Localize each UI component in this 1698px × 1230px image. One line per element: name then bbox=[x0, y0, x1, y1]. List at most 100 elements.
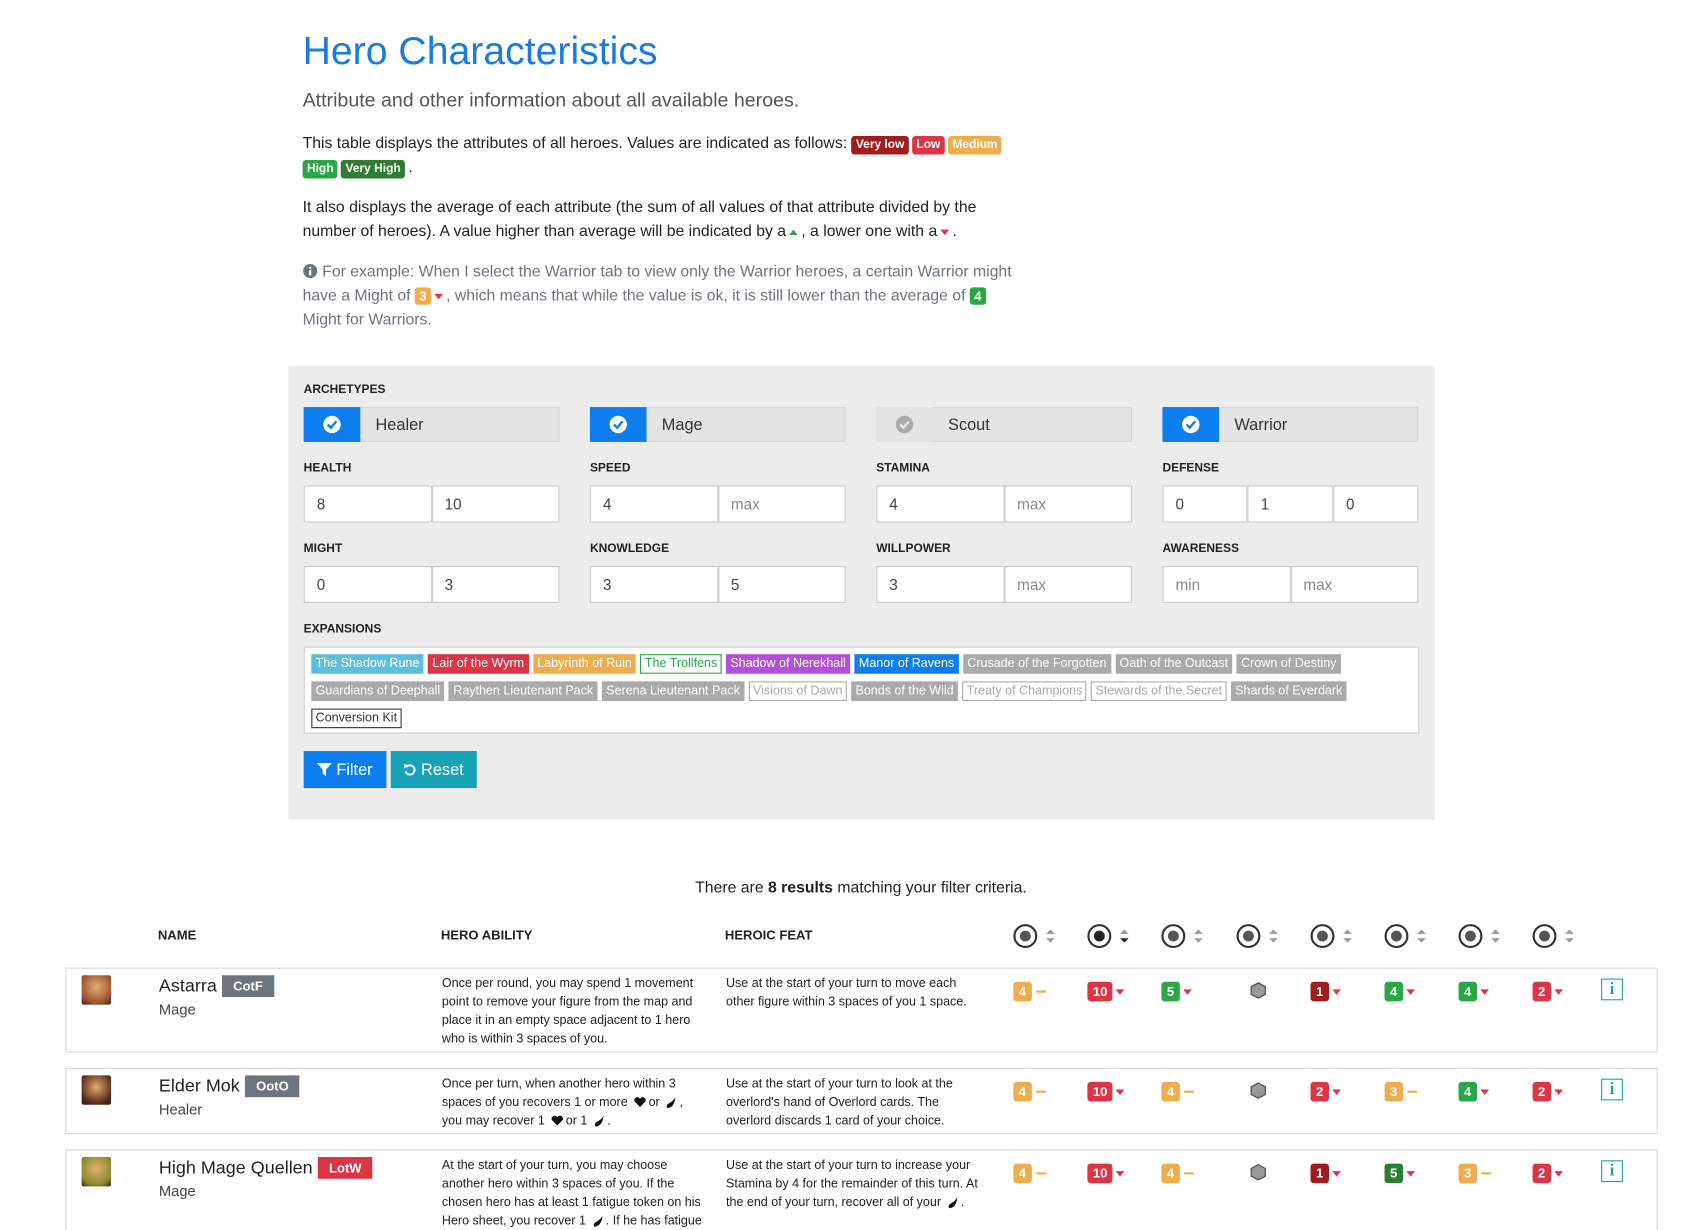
expansion-tag[interactable]: Raythen Lieutenant Pack bbox=[448, 681, 598, 701]
expansion-badge: LotW bbox=[318, 1157, 373, 1179]
filter-panel: ARCHETYPES Healer Mage Scout Warrior HEALTH 8 1… bbox=[288, 365, 1435, 820]
number-input[interactable]: 0 bbox=[1332, 485, 1419, 523]
ability-text: Once per turn, when another hero within … bbox=[441, 1077, 676, 1110]
column-header[interactable]: HEROIC FEAT bbox=[724, 927, 813, 943]
expansion-tag[interactable]: The Trollfens bbox=[640, 654, 722, 674]
number-input[interactable]: 8 bbox=[303, 485, 432, 523]
expansion-tag[interactable]: Labyrinth of Ruin bbox=[532, 654, 637, 674]
number-input[interactable]: 4 bbox=[876, 485, 1005, 523]
archetype-toggle[interactable]: Scout bbox=[876, 406, 1132, 442]
stat-value: 1 bbox=[1310, 981, 1329, 1002]
expansion-tag[interactable]: Bonds of the Wild bbox=[851, 681, 958, 701]
number-input[interactable]: 0 bbox=[303, 565, 432, 604]
reset-button[interactable]: Reset bbox=[390, 751, 477, 789]
info-button[interactable]: i bbox=[1601, 1160, 1623, 1183]
expansion-tag[interactable]: Manor of Ravens bbox=[854, 654, 959, 674]
expansion-tag[interactable]: Guardians of Deephall bbox=[311, 681, 445, 701]
arrow-down bbox=[1553, 989, 1563, 995]
stat-value: 2 bbox=[1532, 981, 1551, 1002]
stat-cell: 2 bbox=[1310, 1081, 1344, 1102]
filter-button[interactable]: Filter bbox=[303, 751, 387, 789]
expansion-tag[interactable]: Lair of the Wyrm bbox=[428, 654, 529, 674]
number-input[interactable]: min bbox=[1162, 565, 1291, 604]
hero-name[interactable]: Elder Mok OotO bbox=[158, 1075, 300, 1098]
number-input[interactable]: 10 bbox=[431, 485, 560, 523]
stat-header[interactable] bbox=[1457, 922, 1505, 950]
expansion-tag[interactable]: Crown of Destiny bbox=[1236, 654, 1341, 674]
trend-even bbox=[1481, 1172, 1491, 1175]
expansion-badge: CotF bbox=[222, 975, 274, 998]
stat-header[interactable] bbox=[1309, 922, 1357, 950]
stat-icon bbox=[1087, 924, 1129, 949]
arrow-down bbox=[940, 229, 950, 236]
number-input[interactable]: max bbox=[1290, 565, 1419, 604]
column-header[interactable]: HERO ABILITY bbox=[440, 927, 533, 943]
check-icon bbox=[895, 415, 914, 433]
check-box bbox=[1162, 406, 1220, 442]
number-input[interactable]: 3 bbox=[876, 565, 1005, 604]
stat-header[interactable] bbox=[1235, 922, 1283, 950]
stat-cell: 2 bbox=[1532, 1081, 1566, 1102]
hero-name[interactable]: High Mage Quellen LotW bbox=[159, 1157, 373, 1179]
stat-value: 4 bbox=[1013, 1163, 1032, 1184]
arrow-down bbox=[1116, 1171, 1125, 1177]
ability-text: . bbox=[607, 1114, 611, 1128]
expansion-tag[interactable]: Shadow of Nerekhall bbox=[725, 654, 851, 674]
trend-even bbox=[1035, 1172, 1046, 1175]
number-input[interactable]: 4 bbox=[589, 485, 718, 523]
archetype-toggle[interactable]: Mage bbox=[589, 406, 846, 442]
expansion-tag[interactable]: Conversion Kit bbox=[311, 708, 402, 729]
number-input[interactable]: 3 bbox=[589, 565, 718, 604]
archetype-toggle[interactable]: Warrior bbox=[1162, 406, 1419, 442]
arrow-down bbox=[1331, 1171, 1341, 1177]
stat-header[interactable] bbox=[1160, 922, 1208, 950]
stat-value: 10 bbox=[1087, 981, 1113, 1002]
info-icon bbox=[303, 263, 318, 279]
trend-even bbox=[1035, 990, 1046, 993]
number-input[interactable]: 3 bbox=[431, 565, 560, 604]
expansion-tag[interactable]: Stewards of the Secret bbox=[1091, 681, 1227, 701]
hero-name-text: Elder Mok bbox=[158, 1075, 240, 1096]
level-badge: Very High bbox=[341, 160, 406, 179]
number-input[interactable]: 5 bbox=[717, 565, 846, 604]
column-header[interactable]: NAME bbox=[157, 927, 197, 943]
archetype-name: Mage bbox=[661, 415, 703, 434]
stat-header[interactable] bbox=[1531, 922, 1579, 950]
stat-value: 2 bbox=[1532, 1163, 1551, 1184]
archetype-toggle[interactable]: Healer bbox=[303, 406, 560, 442]
stat-icon bbox=[1310, 924, 1352, 949]
expansion-tag[interactable]: The Shadow Rune bbox=[311, 654, 424, 674]
expansion-tag[interactable]: Oath of the Outcast bbox=[1115, 654, 1233, 674]
number-input[interactable]: max bbox=[1004, 485, 1132, 523]
stat-header[interactable] bbox=[1012, 922, 1060, 950]
number-input[interactable]: 1 bbox=[1247, 485, 1333, 523]
info-button[interactable]: i bbox=[1601, 978, 1623, 1001]
number-input[interactable]: max bbox=[1004, 565, 1132, 604]
paragraph-text: This table displays the attributes of al… bbox=[302, 134, 848, 153]
heart-icon bbox=[634, 1097, 646, 1108]
expansion-tag[interactable]: Visions of Dawn bbox=[748, 681, 847, 701]
trend-even bbox=[1035, 1090, 1046, 1093]
expansion-tag[interactable]: Shards of Everdark bbox=[1230, 681, 1347, 701]
ability-text: or 1 bbox=[565, 1114, 588, 1128]
defense-die bbox=[1250, 1163, 1266, 1181]
defense-die bbox=[1250, 1082, 1266, 1099]
expansion-tag[interactable]: Crusade of the Forgotten bbox=[962, 654, 1111, 674]
level-badge: Medium bbox=[947, 136, 1002, 155]
ability-text: . If he has fatigue tokens equal to his … bbox=[605, 1214, 702, 1228]
stat-cell: 4 bbox=[1458, 981, 1492, 1002]
info-button[interactable]: i bbox=[1601, 1078, 1623, 1101]
stat-header[interactable] bbox=[1383, 922, 1431, 950]
hero-name[interactable]: Astarra CotF bbox=[159, 975, 274, 998]
number-input[interactable]: max bbox=[717, 485, 846, 523]
number-input[interactable]: 0 bbox=[1162, 485, 1248, 523]
stat-header[interactable] bbox=[1086, 922, 1134, 950]
expansion-tag[interactable]: Treaty of Champions bbox=[962, 681, 1087, 701]
button-label: Filter bbox=[336, 760, 373, 779]
expansion-tag[interactable]: Serena Lieutenant Pack bbox=[601, 681, 745, 701]
arrow-down bbox=[434, 294, 443, 300]
stat-value: 4 bbox=[1013, 1081, 1032, 1102]
arrow-down bbox=[1479, 1089, 1489, 1095]
